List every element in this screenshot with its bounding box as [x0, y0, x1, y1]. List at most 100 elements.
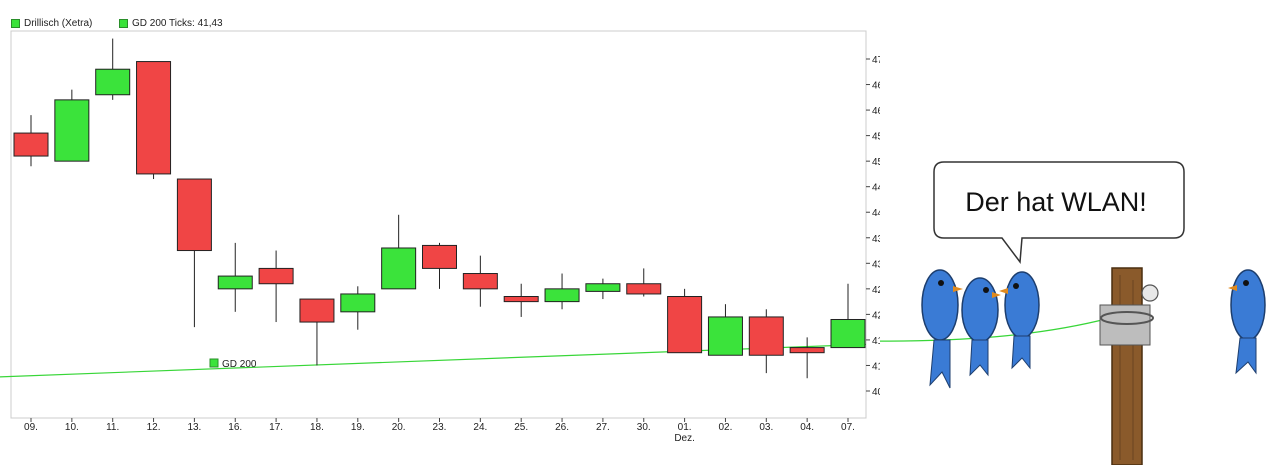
candle-body-down — [136, 61, 172, 175]
x-tick-label: 27. — [596, 422, 610, 433]
x-tick-label: 13. — [187, 422, 201, 433]
x-tick-label: 18. — [310, 422, 324, 433]
candle-body-down — [626, 283, 662, 295]
x-tick-label: 04. — [800, 422, 814, 433]
ma-inline-label: GD 200 — [222, 359, 257, 370]
candle-body-up — [830, 318, 866, 349]
candle — [748, 309, 784, 374]
candle-body-up — [585, 283, 621, 292]
candle-body-up — [707, 316, 743, 356]
candle — [707, 304, 743, 356]
x-tick-label: 16. — [228, 422, 242, 433]
candle-body-down — [748, 316, 784, 356]
candle — [544, 273, 580, 310]
x-tick-label: 09. — [24, 422, 38, 433]
bird-3 — [999, 271, 1040, 370]
candle — [585, 278, 621, 300]
candle-body-down — [503, 296, 539, 303]
candle-body-down — [789, 347, 825, 354]
candle-body-up — [544, 288, 580, 303]
x-tick-label: 24. — [473, 422, 487, 433]
y-tick-label: 45,5 — [872, 132, 880, 143]
y-tick-label: 43,5 — [872, 234, 880, 245]
candle-body-up — [217, 275, 253, 290]
bird-2 — [961, 277, 1001, 377]
candle-body-down — [299, 298, 335, 323]
legend-swatch-ma — [119, 18, 128, 28]
candle — [13, 115, 49, 167]
x-axis: 09. 10. 11. 12. 13. 16. 17. 18. 19. 20. 23. 24. 25. 2… — [24, 418, 855, 444]
x-tick-label: 26. — [555, 422, 569, 433]
legend-swatch-main — [11, 18, 20, 28]
candlestick-layer — [13, 38, 866, 379]
bird-1 — [921, 269, 963, 389]
x-tick-label: 19. — [351, 422, 365, 433]
utility-pole — [1099, 267, 1159, 465]
y-axis: 40,5 41,0 41,5 42,0 42,5 43,0 43,5 44,0 44,5 45,0… — [866, 55, 880, 398]
legend-item-main: Drillisch (Xetra) — [11, 16, 92, 30]
x-tick-label: 01. — [678, 422, 692, 433]
x-tick-sublabel: Dez. — [674, 433, 695, 444]
legend-label-main: Drillisch (Xetra) — [24, 17, 93, 29]
candle — [789, 337, 825, 379]
speech-bubble-text: Der hat WLAN! — [965, 187, 1147, 217]
candle — [217, 242, 253, 312]
candle — [381, 214, 417, 290]
bird-4 — [1228, 269, 1266, 375]
x-tick-label: 23. — [433, 422, 447, 433]
y-tick-label: 46,5 — [872, 81, 880, 92]
x-tick-label: 03. — [759, 422, 773, 433]
candle — [830, 283, 866, 349]
cartoon-birds-illustration: Der hat WLAN! — [880, 161, 1266, 465]
x-tick-label: 12. — [147, 422, 161, 433]
candle — [667, 288, 703, 354]
candle-body-up — [340, 293, 376, 313]
y-tick-label: 45,0 — [872, 157, 880, 168]
candle — [340, 286, 376, 330]
x-tick-label: 07. — [841, 422, 855, 433]
y-tick-label: 44,5 — [872, 183, 880, 194]
x-tick-label: 25. — [514, 422, 528, 433]
x-tick-label: 17. — [269, 422, 283, 433]
ma-inline-legend: GD 200 — [209, 358, 257, 370]
candle-body-down — [258, 267, 294, 285]
candle — [95, 38, 131, 100]
candle — [299, 298, 335, 366]
candle — [258, 250, 294, 323]
y-tick-label: 41,0 — [872, 361, 880, 372]
x-tick-label: 10. — [65, 422, 79, 433]
y-tick-label: 42,0 — [872, 310, 880, 321]
candle — [503, 283, 539, 317]
x-tick-label: 30. — [637, 422, 651, 433]
y-tick-label: 44,0 — [872, 208, 880, 219]
x-tick-label: 20. — [392, 422, 406, 433]
candle-body-down — [13, 132, 49, 157]
speech-bubble: Der hat WLAN! — [933, 161, 1185, 265]
candle — [176, 178, 212, 328]
legend-item-ma: GD 200 Ticks: 41,43 — [119, 16, 223, 30]
candle-body-down — [422, 244, 457, 269]
candle — [136, 61, 172, 180]
y-tick-label: 41,5 — [872, 336, 880, 347]
candle-body-down — [462, 273, 498, 290]
y-tick-label: 40,5 — [872, 387, 880, 398]
x-tick-label: 02. — [718, 422, 732, 433]
x-tick-label: 11. — [106, 422, 119, 433]
cartoon-cable — [880, 317, 1111, 342]
candle-body-up — [381, 247, 417, 290]
candle-body-down — [667, 296, 703, 354]
candle-body-down — [176, 178, 212, 252]
y-tick-label: 43,0 — [872, 259, 880, 270]
candle — [422, 242, 457, 289]
y-tick-label: 46,0 — [872, 106, 880, 117]
candle — [462, 255, 498, 307]
chart-area: 40,5 41,0 41,5 42,0 42,5 43,0 43,5 44,0 44,5 45,0… — [0, 30, 880, 444]
candle-body-up — [54, 99, 90, 162]
candle — [54, 89, 90, 162]
candle — [626, 268, 662, 297]
y-tick-label: 42,5 — [872, 285, 880, 296]
y-tick-label: 47,0 — [872, 55, 880, 66]
candle-body-up — [95, 68, 131, 96]
ma-inline-swatch — [209, 358, 219, 368]
legend-label-ma: GD 200 Ticks: 41,43 — [132, 17, 223, 29]
